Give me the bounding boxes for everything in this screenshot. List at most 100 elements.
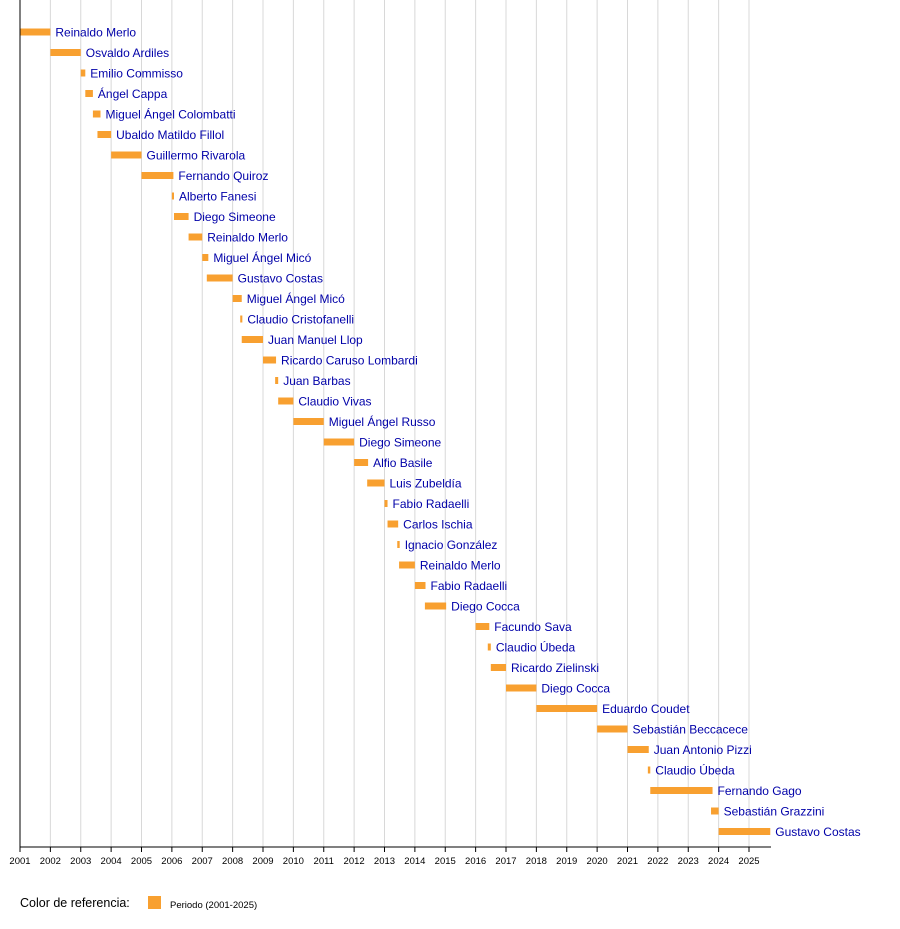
x-tick-label: 2010: [283, 856, 304, 867]
bar: [50, 49, 81, 56]
x-tick-label: 2002: [40, 856, 61, 867]
bar-label: Diego Cocca: [451, 600, 520, 614]
bar: [275, 377, 279, 384]
bar-label: Miguel Ángel Micó: [247, 291, 345, 306]
x-axis: 2001 2002 2003 2004 2005 2006 2007 2008 2009 2010…: [9, 0, 771, 867]
bar: [92, 110, 101, 118]
x-tick-label: 2023: [678, 856, 699, 867]
bar: [111, 151, 142, 159]
bar-label: Alberto Fanesi: [179, 190, 256, 204]
bar-label: Fernando Quiroz: [178, 169, 268, 183]
bar-label: Ricardo Zielinski: [511, 661, 599, 675]
bar-label: Ricardo Caruso Lombardi: [281, 354, 418, 368]
x-tick-label: 2015: [435, 856, 456, 867]
bar: [97, 131, 112, 138]
bar-label: Gustavo Costas: [238, 272, 323, 286]
bar: [202, 254, 209, 261]
bar: [174, 213, 189, 220]
bar-label: Ubaldo Matildo Fillol: [116, 128, 224, 142]
x-tick-label: 2017: [495, 856, 516, 867]
bar-label: Juan Antonio Pizzi: [654, 743, 752, 757]
x-tick-label: 2011: [314, 856, 334, 867]
bar-label: Claudio Cristofanelli: [247, 313, 354, 327]
x-tick-label: 2020: [587, 856, 608, 867]
x-tick-label: 2007: [192, 856, 213, 867]
x-tick-label: 2001: [9, 856, 30, 867]
bar-label: Diego Simeone: [194, 210, 276, 224]
bar-label: Diego Simeone: [359, 436, 441, 450]
bar: [263, 356, 277, 364]
bar: [490, 664, 506, 671]
bar-label: Juan Manuel Llop: [268, 333, 363, 347]
bar: [85, 90, 93, 97]
bar-label: Miguel Ángel Colombatti: [105, 107, 235, 122]
bar-label: Eduardo Coudet: [602, 702, 690, 716]
bar: [650, 787, 713, 794]
bar: [487, 643, 491, 651]
bar-label: Sebastián Grazzini: [724, 805, 825, 819]
bar: [718, 828, 771, 835]
bar-label: Facundo Sava: [494, 620, 572, 634]
gridlines: [49, 0, 750, 847]
bar: [188, 233, 203, 241]
bar: [206, 274, 233, 282]
x-tick-label: 2019: [556, 856, 577, 867]
bar-label: Fabio Radaelli: [393, 497, 470, 511]
bar-label: Juan Barbas: [283, 374, 350, 388]
bar-label: Claudio Vivas: [298, 395, 371, 409]
x-tick-label: 2025: [738, 856, 759, 867]
bar-label: Sebastián Beccacece: [633, 723, 749, 737]
x-tick-label: 2006: [161, 856, 182, 867]
x-tick-label: 2003: [70, 856, 91, 867]
bar: [232, 295, 242, 302]
bar: [387, 520, 399, 528]
bar-label: Miguel Ángel Russo: [329, 414, 436, 429]
bar: [367, 479, 385, 487]
bar: [597, 725, 628, 733]
bar-label: Emilio Commisso: [90, 67, 183, 81]
bar-label: Gustavo Costas: [775, 825, 860, 839]
bar: [414, 582, 426, 589]
bar-label: Fernando Gago: [718, 784, 802, 798]
x-tick-label: 2014: [404, 856, 425, 867]
bar: [80, 69, 86, 77]
bar: [278, 397, 294, 405]
bar: [475, 623, 490, 630]
x-tick-label: 2012: [344, 856, 365, 867]
bar: [323, 438, 355, 446]
x-tick-label: 2004: [101, 856, 122, 867]
bar-label: Osvaldo Ardiles: [86, 46, 169, 60]
bar: [141, 172, 174, 179]
bar: [424, 602, 447, 610]
x-tick-label: 2016: [465, 856, 486, 867]
bar: [399, 561, 415, 569]
bar: [384, 500, 388, 507]
bar-label: Luis Zubeldía: [390, 477, 462, 491]
bar-label: Guillermo Rivarola: [147, 149, 246, 163]
x-tick-label: 2008: [222, 856, 243, 867]
x-tick-label: 2005: [131, 856, 152, 867]
bar-label: Claudio Úbeda: [655, 763, 735, 778]
bar-label: Fabio Radaelli: [431, 579, 508, 593]
x-tick-label: 2018: [526, 856, 547, 867]
bar-label: Diego Cocca: [541, 682, 610, 696]
bar: [536, 705, 598, 712]
legend-item-label: Periodo (2001-2025): [170, 900, 257, 911]
legend: Color de referencia: Periodo (2001-2025): [20, 896, 257, 911]
bar-label: Alfio Basile: [373, 456, 433, 470]
bar: [711, 807, 719, 815]
x-tick-label: 2021: [617, 856, 638, 867]
bar-label: Ángel Cappa: [98, 86, 168, 101]
bar: [354, 459, 369, 466]
bar-label: Miguel Ángel Micó: [213, 250, 311, 265]
bar-label: Carlos Ischia: [403, 518, 473, 532]
x-tick-label: 2022: [647, 856, 668, 867]
x-tick-label: 2013: [374, 856, 395, 867]
bar: [397, 541, 400, 548]
bars: Reinaldo Merlo Osvaldo Ardiles Emilio Comm…: [20, 26, 861, 839]
bar: [20, 28, 51, 36]
bar: [506, 684, 537, 692]
bar: [293, 418, 324, 425]
x-tick-label: 2024: [708, 856, 729, 867]
